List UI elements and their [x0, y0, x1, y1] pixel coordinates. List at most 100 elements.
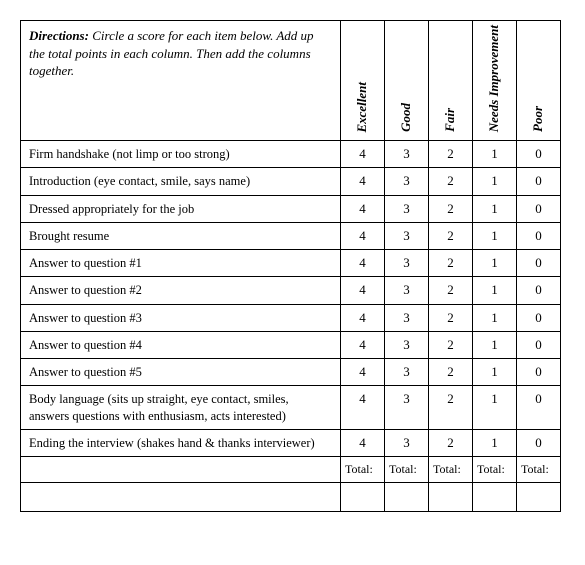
- score-cell[interactable]: 3: [385, 250, 429, 277]
- score-cell[interactable]: 3: [385, 429, 429, 456]
- score-cell[interactable]: 0: [517, 141, 561, 168]
- total-cell: Total:: [429, 457, 473, 483]
- item-label: Dressed appropriately for the job: [21, 195, 341, 222]
- score-cell[interactable]: 1: [473, 304, 517, 331]
- score-cell[interactable]: 0: [517, 359, 561, 386]
- blank-cell: [517, 483, 561, 512]
- item-label: Answer to question #1: [21, 250, 341, 277]
- score-cell[interactable]: 1: [473, 250, 517, 277]
- score-cell[interactable]: 3: [385, 304, 429, 331]
- total-cell: Total:: [341, 457, 385, 483]
- score-cell[interactable]: 1: [473, 429, 517, 456]
- score-cell[interactable]: 1: [473, 386, 517, 430]
- column-header-label: Fair: [443, 108, 457, 132]
- score-cell[interactable]: 4: [341, 195, 385, 222]
- score-cell[interactable]: 0: [517, 195, 561, 222]
- score-cell[interactable]: 4: [341, 168, 385, 195]
- score-cell[interactable]: 3: [385, 277, 429, 304]
- total-cell: Total:: [517, 457, 561, 483]
- score-cell[interactable]: 2: [429, 304, 473, 331]
- score-cell[interactable]: 0: [517, 331, 561, 358]
- score-cell[interactable]: 2: [429, 195, 473, 222]
- score-cell[interactable]: 1: [473, 331, 517, 358]
- table-row: Answer to question #443210: [21, 331, 561, 358]
- column-header: Good: [385, 21, 429, 141]
- header-row: Directions: Circle a score for each item…: [21, 21, 561, 141]
- score-cell[interactable]: 2: [429, 429, 473, 456]
- table-row: Body language (sits up straight, eye con…: [21, 386, 561, 430]
- score-cell[interactable]: 4: [341, 304, 385, 331]
- score-cell[interactable]: 2: [429, 141, 473, 168]
- table-row: Answer to question #143210: [21, 250, 561, 277]
- item-label: Answer to question #3: [21, 304, 341, 331]
- score-cell[interactable]: 4: [341, 331, 385, 358]
- score-cell[interactable]: 4: [341, 359, 385, 386]
- table-row: Dressed appropriately for the job43210: [21, 195, 561, 222]
- column-header: Excellent: [341, 21, 385, 141]
- score-cell[interactable]: 1: [473, 168, 517, 195]
- score-cell[interactable]: 3: [385, 222, 429, 249]
- score-cell[interactable]: 0: [517, 304, 561, 331]
- total-blank: [21, 457, 341, 483]
- item-label: Introduction (eye contact, smile, says n…: [21, 168, 341, 195]
- column-header: Fair: [429, 21, 473, 141]
- column-header-label: Needs Improvement: [487, 25, 501, 132]
- column-header: Needs Improvement: [473, 21, 517, 141]
- score-cell[interactable]: 4: [341, 250, 385, 277]
- table-row: Ending the interview (shakes hand & than…: [21, 429, 561, 456]
- score-cell[interactable]: 2: [429, 359, 473, 386]
- item-label: Answer to question #4: [21, 331, 341, 358]
- directions-label: Directions:: [29, 28, 89, 43]
- score-cell[interactable]: 0: [517, 222, 561, 249]
- item-label: Ending the interview (shakes hand & than…: [21, 429, 341, 456]
- score-cell[interactable]: 0: [517, 168, 561, 195]
- blank-cell: [21, 483, 341, 512]
- column-header-label: Poor: [531, 106, 545, 132]
- score-cell[interactable]: 1: [473, 277, 517, 304]
- total-cell: Total:: [473, 457, 517, 483]
- score-cell[interactable]: 3: [385, 331, 429, 358]
- item-label: Answer to question #2: [21, 277, 341, 304]
- score-cell[interactable]: 0: [517, 277, 561, 304]
- table-row: Introduction (eye contact, smile, says n…: [21, 168, 561, 195]
- column-header-label: Excellent: [355, 82, 369, 133]
- score-cell[interactable]: 0: [517, 429, 561, 456]
- item-label: Body language (sits up straight, eye con…: [21, 386, 341, 430]
- score-cell[interactable]: 4: [341, 277, 385, 304]
- score-cell[interactable]: 3: [385, 141, 429, 168]
- score-cell[interactable]: 1: [473, 141, 517, 168]
- score-cell[interactable]: 2: [429, 168, 473, 195]
- score-cell[interactable]: 1: [473, 222, 517, 249]
- score-cell[interactable]: 2: [429, 331, 473, 358]
- score-cell[interactable]: 0: [517, 386, 561, 430]
- blank-cell: [429, 483, 473, 512]
- total-cell: Total:: [385, 457, 429, 483]
- column-header-label: Good: [399, 103, 413, 132]
- score-cell[interactable]: 3: [385, 386, 429, 430]
- table-row: Answer to question #243210: [21, 277, 561, 304]
- score-cell[interactable]: 2: [429, 277, 473, 304]
- table-row: Brought resume43210: [21, 222, 561, 249]
- score-cell[interactable]: 4: [341, 141, 385, 168]
- score-cell[interactable]: 3: [385, 195, 429, 222]
- score-cell[interactable]: 3: [385, 359, 429, 386]
- rubric-table: Directions: Circle a score for each item…: [20, 20, 561, 512]
- score-cell[interactable]: 4: [341, 222, 385, 249]
- score-cell[interactable]: 2: [429, 386, 473, 430]
- score-cell[interactable]: 2: [429, 222, 473, 249]
- directions-cell: Directions: Circle a score for each item…: [21, 21, 341, 141]
- score-cell[interactable]: 4: [341, 386, 385, 430]
- score-cell[interactable]: 2: [429, 250, 473, 277]
- blank-cell: [473, 483, 517, 512]
- item-label: Answer to question #5: [21, 359, 341, 386]
- score-cell[interactable]: 1: [473, 195, 517, 222]
- score-cell[interactable]: 3: [385, 168, 429, 195]
- table-row: Firm handshake (not limp or too strong)4…: [21, 141, 561, 168]
- total-row: Total:Total:Total:Total:Total:: [21, 457, 561, 483]
- item-label: Firm handshake (not limp or too strong): [21, 141, 341, 168]
- score-cell[interactable]: 0: [517, 250, 561, 277]
- score-cell[interactable]: 4: [341, 429, 385, 456]
- score-cell[interactable]: 1: [473, 359, 517, 386]
- blank-row: [21, 483, 561, 512]
- item-label: Brought resume: [21, 222, 341, 249]
